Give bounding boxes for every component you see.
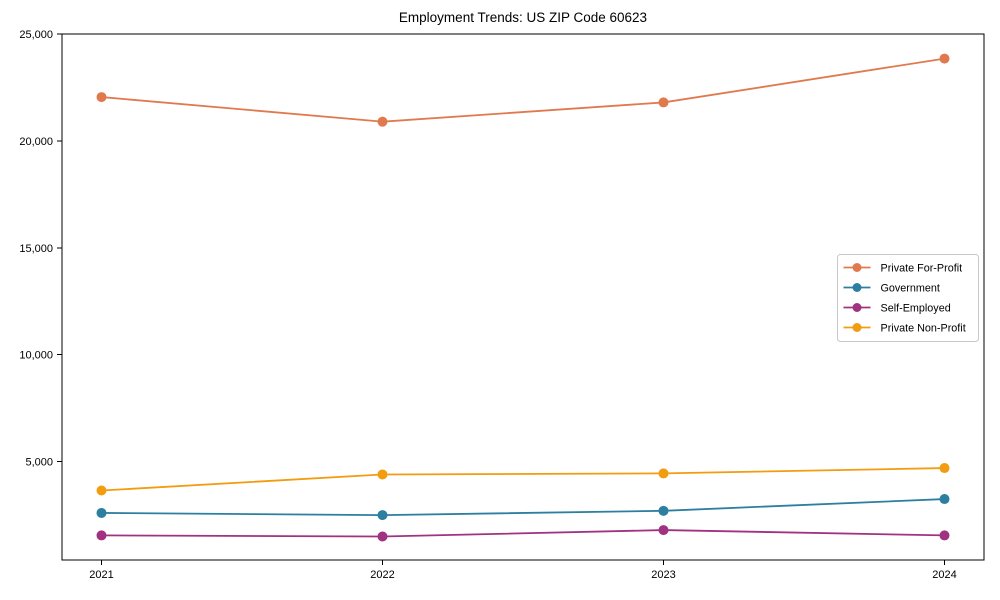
series-line-private-for-profit bbox=[101, 57, 945, 123]
series-marker-government bbox=[939, 494, 950, 505]
x-tick-label: 2023 bbox=[651, 569, 675, 581]
legend-marker-private-for-profit bbox=[852, 263, 862, 272]
x-tick-label: 2024 bbox=[932, 569, 956, 581]
series-marker-private-non-profit bbox=[939, 463, 950, 474]
legend-label-private-non-profit: Private Non-Profit bbox=[881, 322, 966, 334]
axes-frame bbox=[61, 33, 985, 561]
series-marker-government bbox=[377, 510, 388, 521]
series-marker-self-employed bbox=[96, 530, 107, 541]
series-marker-private-for-profit bbox=[377, 116, 388, 127]
legend-label-private-for-profit: Private For-Profit bbox=[881, 262, 963, 274]
chart-title: Employment Trends: US ZIP Code 60623 bbox=[399, 10, 647, 25]
series-marker-government bbox=[658, 505, 669, 516]
legend-marker-self-employed bbox=[852, 303, 862, 312]
y-tick-label: 20,000 bbox=[19, 136, 53, 148]
legend-label-self-employed: Self-Employed bbox=[881, 302, 951, 314]
series-marker-private-non-profit bbox=[658, 468, 669, 479]
series-marker-private-for-profit bbox=[658, 97, 669, 108]
y-tick-label: 25,000 bbox=[19, 29, 53, 41]
x-tick-label: 2022 bbox=[370, 569, 394, 581]
legend-marker-private-non-profit bbox=[852, 323, 862, 332]
legend-label-government: Government bbox=[881, 282, 940, 294]
y-tick-label: 10,000 bbox=[19, 350, 53, 362]
series-marker-private-for-profit bbox=[96, 92, 107, 103]
series-line-private-non-profit bbox=[101, 467, 945, 492]
series-marker-government bbox=[96, 507, 107, 518]
series-marker-private-non-profit bbox=[96, 485, 107, 496]
x-tick-label: 2021 bbox=[89, 569, 113, 581]
series-line-self-employed bbox=[101, 529, 945, 538]
y-tick-label: 15,000 bbox=[19, 243, 53, 255]
series-marker-private-for-profit bbox=[939, 53, 950, 64]
legend-marker-government bbox=[852, 283, 862, 292]
series-marker-self-employed bbox=[377, 531, 388, 542]
series-line-government bbox=[101, 498, 945, 516]
plot-area: 5,000 10,000 15,000 20,000 25,000 2021 2022 202… bbox=[19, 29, 985, 581]
series-marker-self-employed bbox=[658, 525, 669, 536]
series-marker-private-non-profit bbox=[377, 469, 388, 480]
legend-box bbox=[837, 254, 979, 342]
y-tick-label: 5,000 bbox=[25, 457, 53, 469]
series-marker-self-employed bbox=[939, 530, 950, 541]
